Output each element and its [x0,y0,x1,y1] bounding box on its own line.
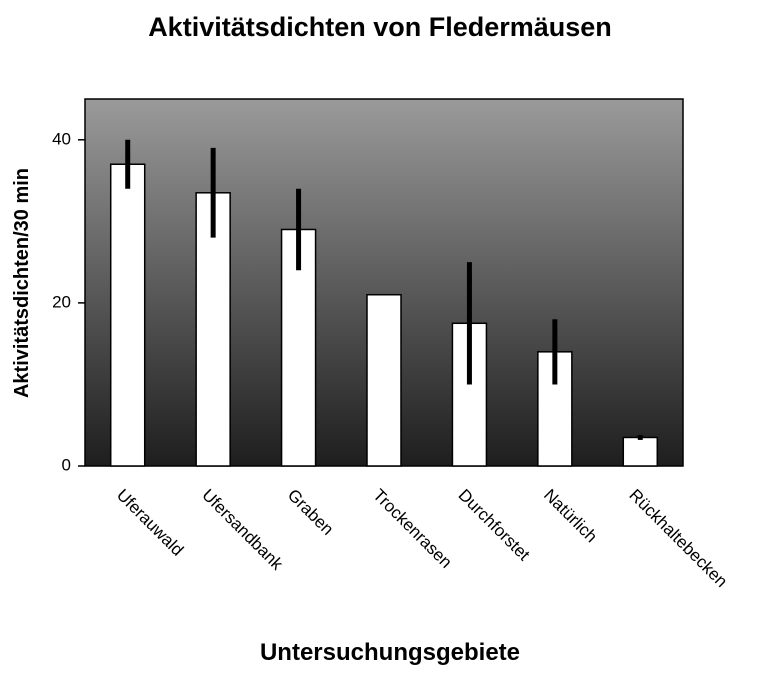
x-tick-label: Ufersandbank [198,485,287,574]
y-tick-label: 40 [52,129,71,148]
bar [366,293,402,467]
y-tick-label: 20 [52,292,71,311]
bar [622,436,659,467]
x-axis-title: Untersuchungsgebiete [260,639,520,666]
x-tick-label: Graben [284,485,338,539]
x-tick-label: Rückhaltebecken [625,485,731,591]
x-tick-label: Uferauwald [113,485,187,559]
chart-title: Aktivitätsdichten von Fledermäusen [148,12,612,42]
bar [195,192,231,467]
y-axis-title: Aktivitätsdichten/30 min [11,168,33,398]
bar [109,163,146,467]
y-tick-label: 0 [62,455,71,474]
x-tick-label: Natürlich [540,485,601,546]
x-tick-label: Durchforstet [455,485,534,564]
x-tick-label: Trockenrasen [369,485,455,571]
